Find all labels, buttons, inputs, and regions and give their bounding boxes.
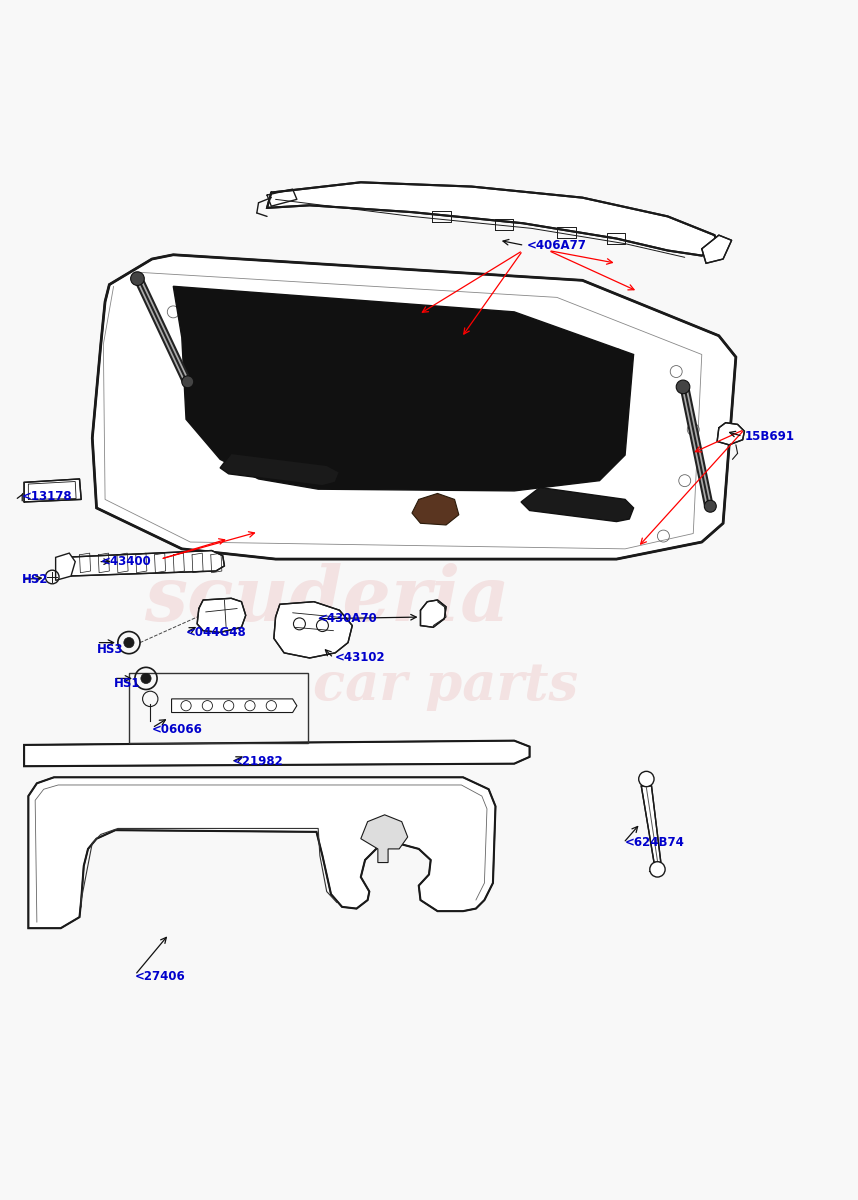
Text: <21982: <21982	[233, 756, 284, 768]
Polygon shape	[56, 553, 76, 581]
Polygon shape	[197, 599, 245, 632]
Text: <406A77: <406A77	[527, 239, 587, 252]
Polygon shape	[274, 601, 353, 658]
Polygon shape	[420, 600, 446, 628]
Polygon shape	[521, 487, 633, 522]
Polygon shape	[641, 786, 661, 863]
Polygon shape	[361, 815, 408, 863]
Text: 15B691: 15B691	[745, 430, 795, 443]
Text: car parts: car parts	[313, 660, 578, 710]
Circle shape	[182, 376, 194, 388]
Circle shape	[130, 272, 144, 286]
Text: <43102: <43102	[335, 652, 386, 665]
Text: <044G48: <044G48	[186, 626, 247, 638]
Polygon shape	[24, 740, 529, 767]
Bar	[129, 673, 308, 743]
Polygon shape	[702, 235, 732, 263]
Polygon shape	[172, 698, 297, 713]
Text: HS2: HS2	[21, 574, 48, 586]
Circle shape	[650, 862, 665, 877]
Circle shape	[676, 380, 690, 394]
Text: <430A70: <430A70	[318, 612, 378, 625]
Text: <624B74: <624B74	[625, 836, 685, 850]
Circle shape	[141, 673, 151, 684]
Text: <06066: <06066	[152, 724, 202, 736]
Polygon shape	[58, 551, 225, 576]
Polygon shape	[717, 422, 745, 445]
Text: <27406: <27406	[135, 971, 185, 983]
Polygon shape	[173, 287, 633, 491]
Circle shape	[124, 637, 134, 648]
Polygon shape	[28, 778, 495, 928]
Polygon shape	[221, 454, 340, 486]
Text: HS3: HS3	[97, 643, 123, 656]
Text: HS1: HS1	[113, 677, 140, 690]
Text: scuderia: scuderia	[144, 563, 510, 637]
Polygon shape	[24, 479, 82, 502]
Polygon shape	[267, 182, 719, 256]
Polygon shape	[412, 493, 459, 524]
Text: <13178: <13178	[21, 490, 72, 503]
Circle shape	[704, 500, 716, 512]
Text: <43400: <43400	[100, 556, 152, 568]
Circle shape	[638, 772, 654, 787]
Polygon shape	[93, 254, 736, 559]
